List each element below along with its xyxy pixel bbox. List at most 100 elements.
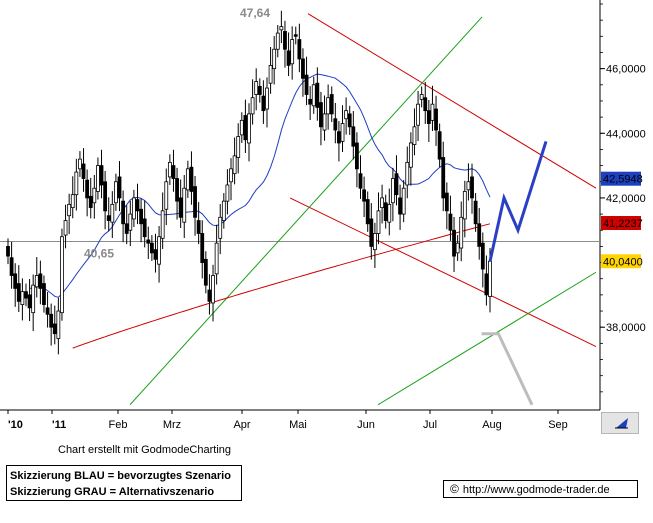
candle-body: [42, 283, 46, 305]
candle-body: [387, 203, 392, 223]
candle-body: [319, 102, 323, 128]
candle-body: [139, 208, 143, 225]
candle-body: [81, 163, 86, 179]
candle-body: [355, 142, 359, 170]
candle-body: [45, 307, 50, 315]
candle-body: [52, 323, 57, 335]
ma-short-line: [29, 73, 491, 298]
candle-body: [326, 97, 331, 115]
candle-body: [437, 131, 442, 160]
candle-body: [268, 65, 273, 84]
candle-body: [24, 291, 28, 299]
x-tick-label: '11: [52, 419, 66, 431]
candle-body: [477, 223, 482, 247]
candle-body: [239, 119, 244, 136]
candle-body: [401, 187, 406, 215]
candle-body: [34, 275, 39, 288]
candle-body: [175, 178, 179, 202]
candle-body: [293, 34, 298, 37]
candle-body: [214, 242, 219, 275]
candle-body: [466, 181, 471, 191]
candle-body: [376, 210, 381, 234]
candle-body: [157, 236, 161, 265]
candle-body: [329, 94, 334, 115]
candle-body: [185, 168, 190, 191]
candle-body: [369, 218, 374, 247]
candle-body: [131, 197, 136, 220]
candle-body: [470, 176, 474, 199]
candle-body: [462, 191, 467, 220]
candle-body: [85, 179, 90, 199]
candle-body: [149, 242, 154, 254]
candle-body: [448, 213, 453, 231]
candle-body: [398, 197, 402, 215]
candle-body: [444, 192, 449, 212]
candle-body: [390, 178, 395, 204]
candle-body: [16, 283, 21, 302]
candle-body: [261, 95, 266, 112]
price-tag-label: 40,0400: [603, 256, 643, 268]
candle-body: [286, 50, 291, 66]
candle-body: [160, 210, 165, 239]
candle-body: [408, 142, 413, 168]
x-tick-label: Jun: [357, 419, 375, 431]
candle-body: [311, 84, 316, 107]
price-tag-ma-long: [601, 216, 641, 231]
candle-body: [203, 258, 208, 286]
y-tick-label: 38,0000: [606, 322, 646, 334]
candle-body: [31, 284, 36, 314]
scenario-blue: [488, 140, 548, 262]
candle-body: [365, 199, 370, 225]
candle-body: [128, 213, 133, 231]
candle-body: [20, 291, 25, 305]
candle-body: [272, 48, 277, 70]
candle-body: [362, 189, 367, 202]
candle-body: [13, 273, 18, 289]
y-axis: 46,0000 44,0000 42,0000 38,0000: [600, 3, 646, 393]
candle-body: [441, 157, 446, 199]
candle-body: [412, 126, 417, 145]
candle-body: [121, 200, 126, 225]
candle-body: [67, 203, 72, 217]
candle-body: [221, 200, 226, 221]
candle-body: [322, 113, 327, 131]
candle-body: [153, 249, 158, 260]
candle-body: [189, 166, 194, 192]
candle-body: [142, 218, 147, 238]
candle-body: [106, 215, 111, 221]
x-tick-label: Mrz: [163, 419, 181, 431]
candle-body: [423, 97, 428, 112]
candle-body: [6, 245, 10, 257]
candle-body: [301, 58, 305, 79]
candle-body: [27, 294, 32, 309]
price-tag-label: 41,2237: [603, 218, 643, 230]
price-tag-label: 42,5948: [603, 174, 643, 186]
price-tag-last: [601, 254, 641, 269]
candle-body: [290, 39, 295, 65]
candle-body: [49, 313, 54, 328]
candle-body: [265, 87, 269, 110]
candle-body: [416, 103, 420, 126]
candle-body: [337, 131, 341, 144]
candle-body: [344, 110, 349, 120]
candle-body: [196, 220, 201, 234]
candle-body: [380, 197, 384, 209]
candle-body: [297, 39, 302, 60]
candle-body: [88, 195, 93, 209]
candle-body: [56, 310, 61, 339]
price-tags: 42,5948 41,2237 40,0400: [601, 171, 643, 269]
ma-long-line: [72, 223, 491, 349]
candle-body: [70, 194, 75, 209]
candle-body: [63, 220, 68, 236]
candle-body: [308, 98, 313, 105]
candle-body: [193, 186, 197, 218]
price-tag-ma-short: [601, 171, 641, 186]
annotations: 47,64 40,65: [84, 6, 270, 261]
source-link[interactable]: © http://www.godmode-trader.de: [443, 480, 638, 498]
scenario-sketches: [481, 140, 548, 406]
price-chart: 46,0000 44,0000 42,0000 38,0000 '10 '11 Feb Mr…: [0, 0, 646, 431]
candle-body: [455, 242, 460, 254]
candle-body: [480, 242, 485, 270]
legend-grey: Skizzierung GRAU = Alternativszenario: [10, 486, 215, 498]
chart-options-button[interactable]: [601, 412, 639, 434]
